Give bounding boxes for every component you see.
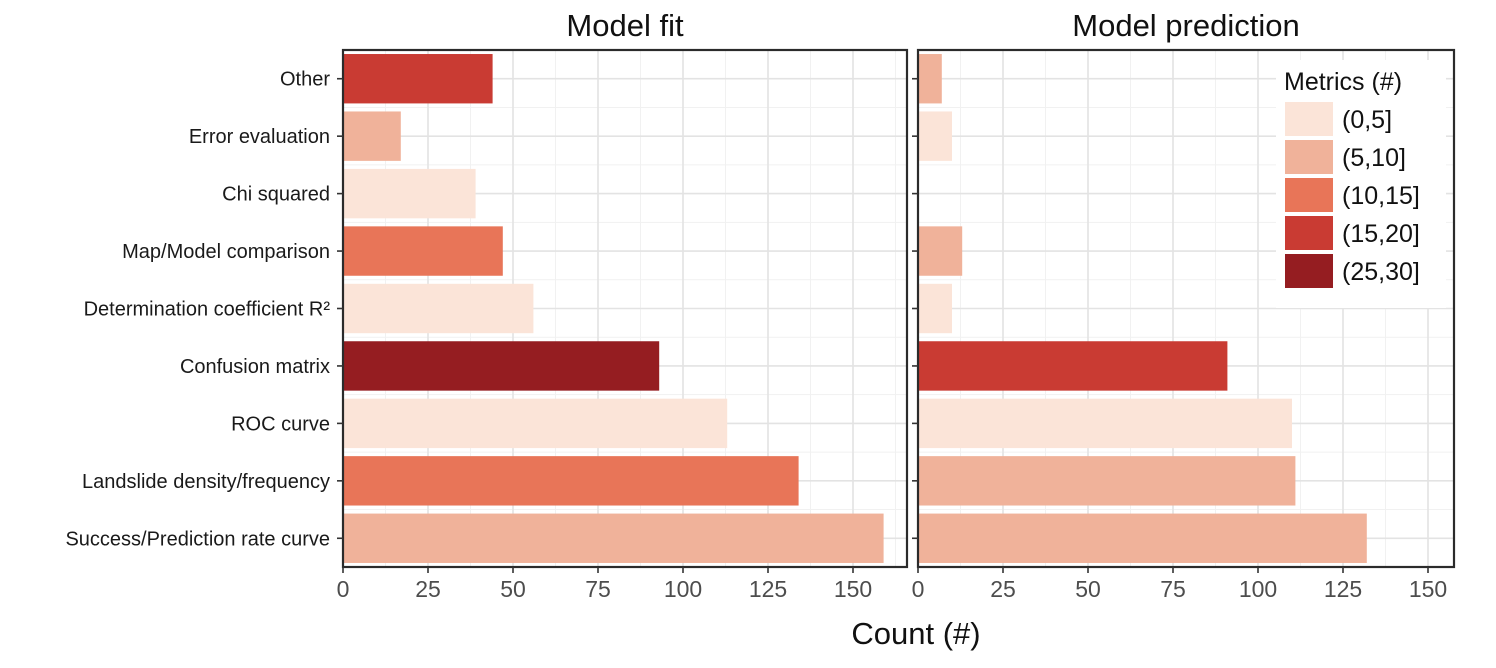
category-label: Chi squared xyxy=(222,184,330,206)
bar xyxy=(918,398,1292,449)
x-axis-title: Count (#) xyxy=(851,616,980,651)
bar xyxy=(343,283,534,334)
x-tick-label: 150 xyxy=(834,576,872,602)
bar xyxy=(343,111,401,161)
legend-swatch xyxy=(1285,216,1333,250)
category-label: Other xyxy=(280,69,330,91)
x-tick-label: 0 xyxy=(912,576,925,602)
category-label: Map/Model comparison xyxy=(122,241,330,263)
bar xyxy=(343,513,884,563)
legend-label: (5,10] xyxy=(1342,144,1406,172)
x-tick-label: 50 xyxy=(1075,576,1101,602)
legend-title: Metrics (#) xyxy=(1284,68,1402,96)
x-tick-label: 50 xyxy=(500,576,526,602)
legend-label: (0,5] xyxy=(1342,106,1392,134)
category-label: ROC curve xyxy=(231,413,330,435)
category-label: Determination coefficient R² xyxy=(84,299,331,321)
x-tick-label: 75 xyxy=(1160,576,1186,602)
x-tick-label: 25 xyxy=(415,576,441,602)
x-tick-label: 125 xyxy=(749,576,787,602)
x-tick-label: 25 xyxy=(990,576,1016,602)
bar xyxy=(343,341,660,391)
legend-label: (15,20] xyxy=(1342,220,1420,248)
bar xyxy=(343,168,476,219)
legend: Metrics (#) (0,5] (5,10] (10,15] (15,20] (25,… xyxy=(1276,60,1446,308)
bar xyxy=(343,226,503,276)
x-tick-label: 100 xyxy=(664,576,702,602)
x-tick-label: 100 xyxy=(1239,576,1277,602)
bar xyxy=(918,111,952,161)
bar xyxy=(918,226,963,276)
legend-swatch xyxy=(1285,254,1333,288)
panel-title: Model prediction xyxy=(1072,8,1299,43)
panel-title: Model fit xyxy=(566,8,684,43)
bar xyxy=(918,456,1296,506)
bar xyxy=(343,456,799,506)
x-tick-label: 150 xyxy=(1409,576,1447,602)
legend-label: (25,30] xyxy=(1342,258,1420,286)
bar xyxy=(918,341,1228,391)
legend-swatch xyxy=(1285,102,1333,136)
x-tick-label: 75 xyxy=(585,576,611,602)
x-tick-label: 125 xyxy=(1324,576,1362,602)
category-label: Error evaluation xyxy=(189,126,330,148)
legend-swatch xyxy=(1285,178,1333,212)
legend-label: (10,15] xyxy=(1342,182,1420,210)
bar xyxy=(343,54,493,104)
category-label: Confusion matrix xyxy=(180,356,330,378)
bar xyxy=(343,398,728,449)
bar xyxy=(918,283,952,334)
panel-model-fit: 0 25 50 75 100 125 150 Model fit xyxy=(337,8,909,602)
category-label: Landslide density/frequency xyxy=(82,471,330,493)
category-label: Success/Prediction rate curve xyxy=(65,528,330,550)
legend-swatch xyxy=(1285,140,1333,174)
bar xyxy=(918,54,942,104)
panel-model-prediction: 0 25 50 75 100 125 150 Model prediction xyxy=(912,8,1456,602)
x-tick-label: 0 xyxy=(337,576,350,602)
bar xyxy=(918,513,1367,563)
